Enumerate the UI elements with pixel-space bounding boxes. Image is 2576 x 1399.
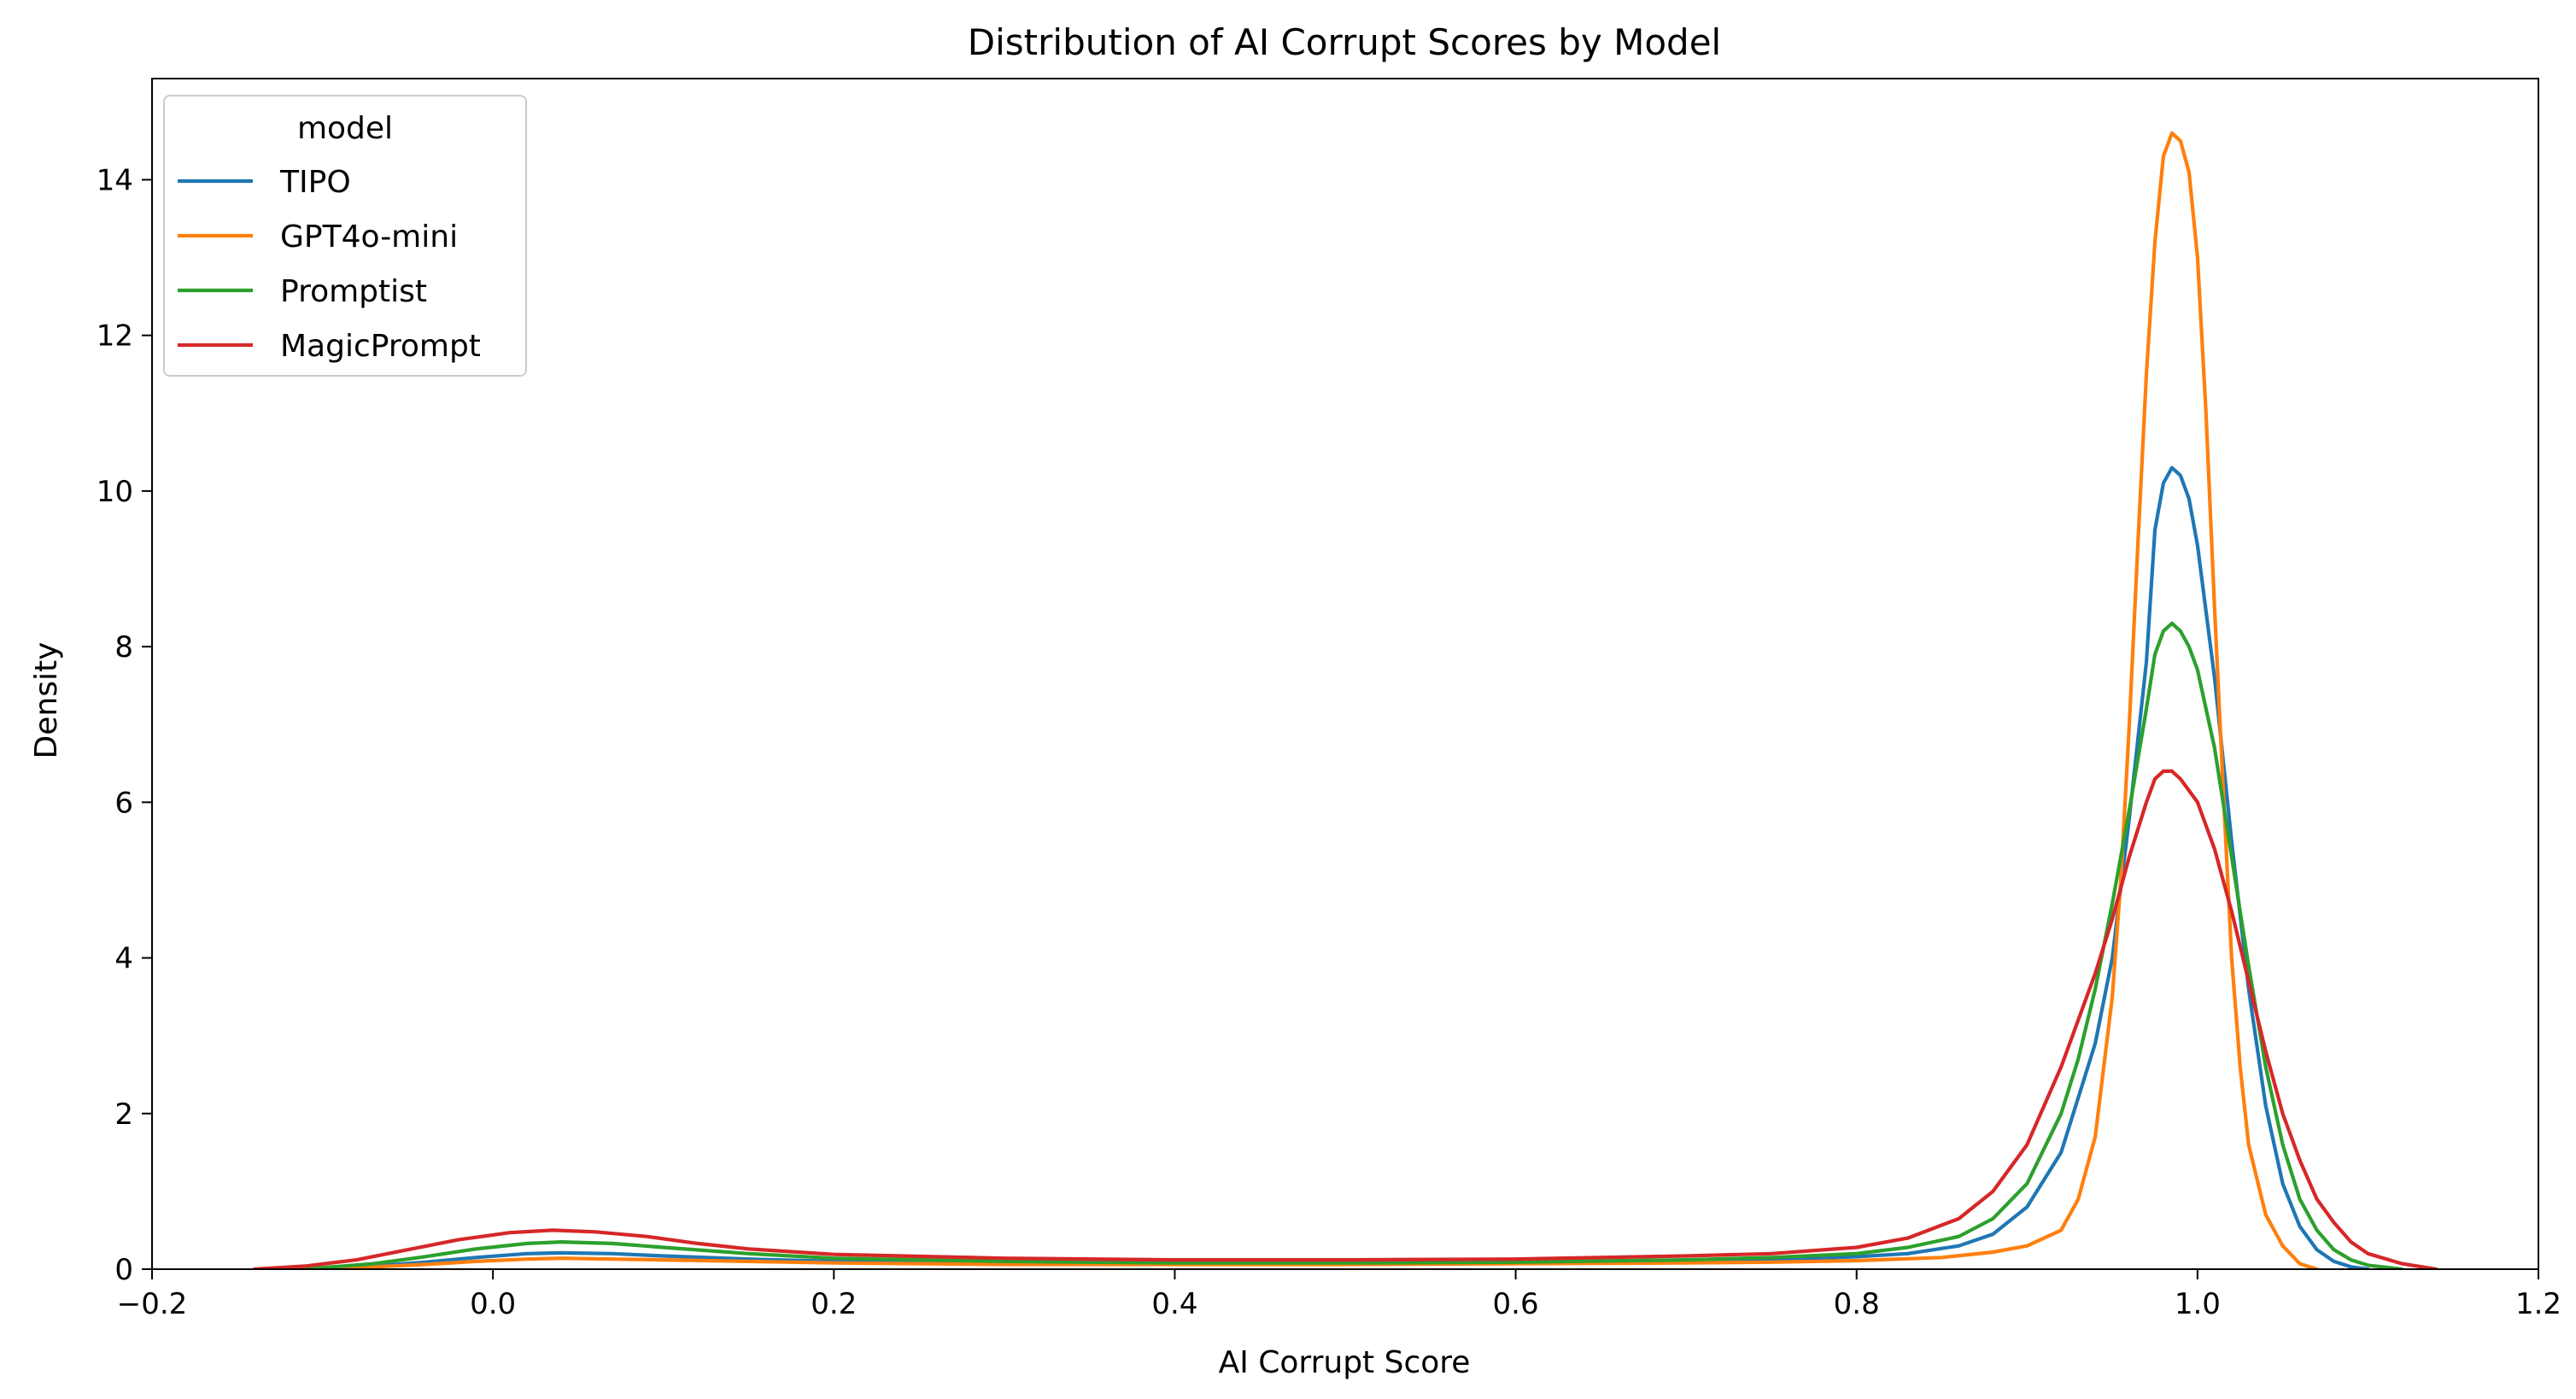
x-axis-label: AI Corrupt Score <box>1219 1345 1471 1380</box>
series-line-3 <box>252 769 2438 1269</box>
legend-label-2: Promptist <box>280 274 427 309</box>
series-line-1 <box>269 131 2319 1269</box>
legend-frame <box>163 95 527 377</box>
series-line-0 <box>269 465 2370 1269</box>
y-tick-label: 14 <box>97 163 133 197</box>
axes-frame <box>151 78 2539 1270</box>
y-tick-label: 6 <box>114 786 133 820</box>
y-tick-label: 10 <box>97 475 133 509</box>
x-tick-label: 0.2 <box>811 1287 857 1321</box>
chart-title: Distribution of AI Corrupt Scores by Mod… <box>968 21 1721 63</box>
series-lines <box>252 131 2438 1269</box>
x-tick-label: 0.4 <box>1151 1287 1197 1321</box>
legend-title: model <box>297 111 393 146</box>
y-tick-label: 0 <box>114 1253 133 1287</box>
x-tick-label: −0.2 <box>117 1287 188 1321</box>
x-tick-label: 0.8 <box>1834 1287 1880 1321</box>
x-tick-label: 1.0 <box>2175 1287 2221 1321</box>
legend-label-0: TIPO <box>279 165 351 200</box>
y-axis: 0 2 4 6 8 10 12 14 <box>97 163 152 1287</box>
x-tick-label: 1.2 <box>2515 1287 2561 1321</box>
legend-label-1: GPT4o-mini <box>280 220 458 255</box>
x-axis: −0.2 0.0 0.2 0.4 0.6 0.8 1.0 1.2 <box>117 1269 2561 1321</box>
x-tick-label: 0.0 <box>470 1287 516 1321</box>
y-axis-label: Density <box>29 642 64 759</box>
legend: model TIPO GPT4o-mini Promptist MagicPrompt <box>163 95 527 377</box>
y-tick-label: 2 <box>114 1098 133 1132</box>
y-tick-label: 4 <box>114 942 133 976</box>
y-tick-label: 8 <box>114 630 133 664</box>
x-tick-label: 0.6 <box>1493 1287 1539 1321</box>
y-tick-label: 12 <box>97 319 133 354</box>
plot-area <box>151 78 2539 1270</box>
legend-label-3: MagicPrompt <box>280 329 481 364</box>
